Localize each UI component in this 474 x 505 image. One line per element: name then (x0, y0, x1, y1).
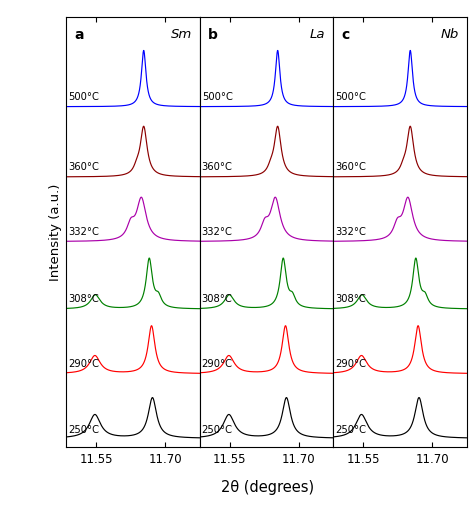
Text: 332°C: 332°C (68, 227, 99, 236)
Text: a: a (74, 28, 84, 42)
Y-axis label: Intensity (a.u.): Intensity (a.u.) (49, 184, 62, 281)
Text: 308°C: 308°C (202, 294, 232, 304)
Text: 360°C: 360°C (335, 162, 366, 172)
Text: 500°C: 500°C (202, 92, 233, 102)
Text: b: b (208, 28, 218, 42)
Text: 290°C: 290°C (68, 359, 99, 368)
Text: 308°C: 308°C (68, 294, 99, 304)
Text: 250°C: 250°C (68, 424, 99, 434)
Text: 290°C: 290°C (202, 359, 233, 368)
Text: 290°C: 290°C (335, 359, 366, 368)
Text: 500°C: 500°C (335, 92, 366, 102)
Text: 332°C: 332°C (202, 227, 233, 236)
Text: 308°C: 308°C (335, 294, 366, 304)
Text: 2θ (degrees): 2θ (degrees) (221, 479, 314, 494)
Text: Nb: Nb (441, 28, 459, 41)
Text: 500°C: 500°C (68, 92, 99, 102)
Text: 250°C: 250°C (202, 424, 233, 434)
Text: 360°C: 360°C (68, 162, 99, 172)
Text: 360°C: 360°C (202, 162, 233, 172)
Text: La: La (310, 28, 325, 41)
Text: 332°C: 332°C (335, 227, 366, 236)
Text: Sm: Sm (171, 28, 192, 41)
Text: 250°C: 250°C (335, 424, 366, 434)
Text: c: c (341, 28, 350, 42)
